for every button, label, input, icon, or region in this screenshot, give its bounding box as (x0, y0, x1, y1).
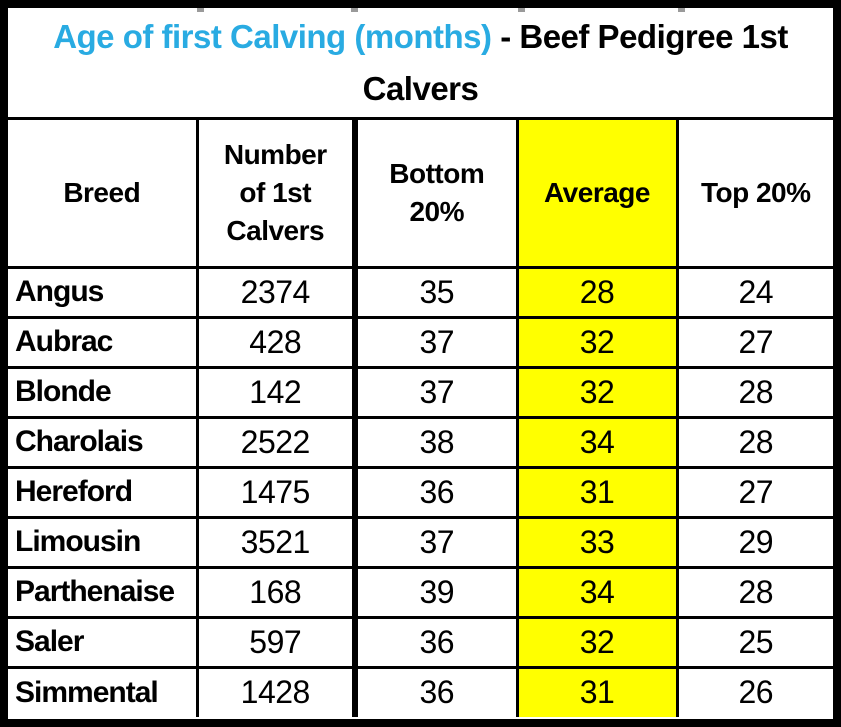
breed-cell: Blonde (8, 365, 199, 419)
bottom-20-cell: 37 (352, 315, 519, 369)
table-row: Blonde 142 37 32 28 (8, 365, 833, 419)
number-of-1st-calvers-cell: 1428 (195, 665, 357, 717)
number-of-1st-calvers-cell: 597 (195, 615, 357, 669)
gridline-tick (351, 8, 358, 12)
header-average: Average (515, 120, 679, 269)
average-cell: 32 (515, 615, 679, 669)
bottom-20-cell: 37 (352, 365, 519, 419)
table-row: Charolais 2522 38 34 28 (8, 415, 833, 469)
breed-cell: Limousin (8, 515, 199, 569)
average-cell: 34 (515, 415, 679, 469)
top-20-cell: 28 (675, 565, 833, 619)
breed-cell: Parthenaise (8, 565, 199, 619)
table-row: Parthenaise 168 39 34 28 (8, 565, 833, 619)
number-of-1st-calvers-cell: 142 (195, 365, 357, 419)
bottom-20-cell: 38 (352, 415, 519, 469)
header-top-20: Top 20% (675, 120, 833, 269)
title-rest: - Beef Pedigree 1st Calvers (362, 18, 789, 107)
number-of-1st-calvers-cell: 2374 (195, 265, 357, 319)
average-cell: 34 (515, 565, 679, 619)
gridline-tick (197, 8, 204, 12)
bottom-20-cell: 35 (352, 265, 519, 319)
number-of-1st-calvers-cell: 3521 (195, 515, 357, 569)
top-20-cell: 28 (675, 365, 833, 419)
average-cell: 32 (515, 365, 679, 419)
bottom-20-cell: 39 (352, 565, 519, 619)
table-row: Angus 2374 35 28 24 (8, 265, 833, 319)
table-row: Aubrac 428 37 32 27 (8, 315, 833, 369)
top-20-cell: 27 (675, 315, 833, 369)
average-cell: 31 (515, 465, 679, 519)
average-cell: 28 (515, 265, 679, 319)
number-of-1st-calvers-cell: 1475 (195, 465, 357, 519)
number-of-1st-calvers-cell: 2522 (195, 415, 357, 469)
table-row: Simmental 1428 36 31 26 (8, 665, 833, 717)
breed-cell: Angus (8, 265, 199, 319)
breed-cell: Simmental (8, 665, 199, 717)
top-20-cell: 25 (675, 615, 833, 669)
top-20-cell: 28 (675, 415, 833, 469)
gridline-tick (678, 8, 685, 12)
bottom-20-cell: 36 (352, 615, 519, 669)
table-row: Saler 597 36 32 25 (8, 615, 833, 669)
table-row: Hereford 1475 36 31 27 (8, 465, 833, 519)
average-cell: 33 (515, 515, 679, 569)
breed-cell: Hereford (8, 465, 199, 519)
calving-data-table: Breed Number of 1st Calvers Bottom 20% A… (8, 120, 833, 717)
table-title-text: Age of first Calving (months) - Beef Ped… (8, 11, 833, 113)
number-of-1st-calvers-cell: 428 (195, 315, 357, 369)
bottom-20-cell: 37 (352, 515, 519, 569)
header-breed: Breed (8, 120, 199, 269)
top-20-cell: 24 (675, 265, 833, 319)
bottom-20-cell: 36 (352, 665, 519, 717)
average-cell: 32 (515, 315, 679, 369)
bottom-20-cell: 36 (352, 465, 519, 519)
top-20-cell: 26 (675, 665, 833, 717)
table-row: Limousin 3521 37 33 29 (8, 515, 833, 569)
header-number-of-1st-calvers: Number of 1st Calvers (195, 120, 357, 269)
top-20-cell: 29 (675, 515, 833, 569)
breed-cell: Charolais (8, 415, 199, 469)
header-bottom-20: Bottom 20% (352, 120, 519, 269)
top-20-cell: 27 (675, 465, 833, 519)
breed-cell: Aubrac (8, 315, 199, 369)
number-of-1st-calvers-cell: 168 (195, 565, 357, 619)
header-row: Breed Number of 1st Calvers Bottom 20% A… (8, 120, 833, 269)
title-highlight: Age of first Calving (months) (53, 18, 492, 56)
gridline-tick (518, 8, 525, 12)
table-title: Age of first Calving (months) - Beef Ped… (8, 8, 833, 120)
average-cell: 31 (515, 665, 679, 717)
breed-cell: Saler (8, 615, 199, 669)
